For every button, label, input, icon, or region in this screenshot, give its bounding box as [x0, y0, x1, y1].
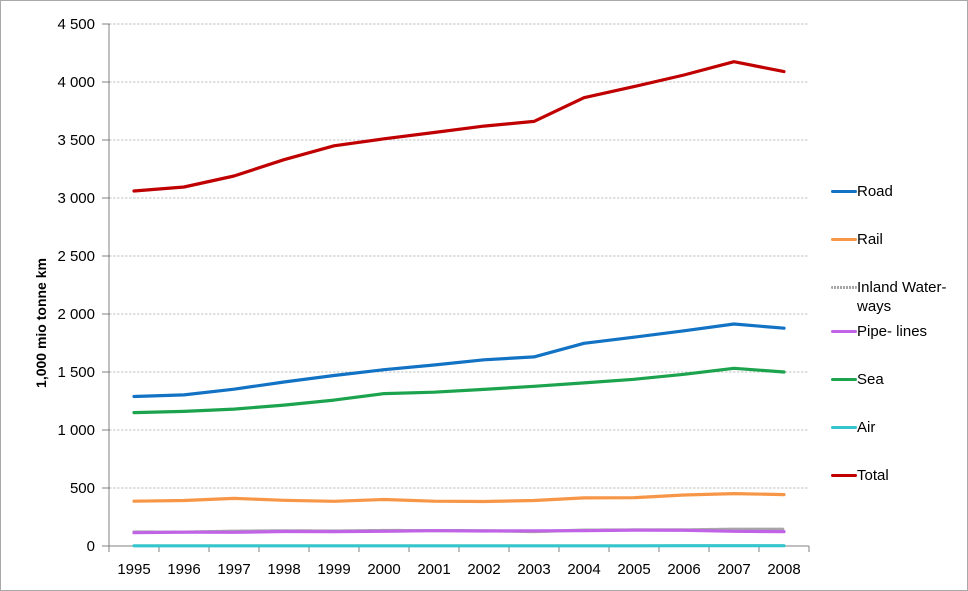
- legend-label: Air: [857, 419, 876, 436]
- legend-swatch-icon: [831, 426, 857, 429]
- x-tick-label: 1995: [117, 561, 150, 578]
- series-line-sea: [132, 366, 786, 415]
- legend-label: Sea: [857, 371, 884, 388]
- x-tick-label: 2005: [617, 561, 650, 578]
- series-line-road: [132, 322, 786, 399]
- legend-item-sea: Sea: [831, 370, 965, 389]
- y-tick-label: 1 500: [57, 364, 95, 381]
- x-tick-label: 2007: [717, 561, 750, 578]
- legend-label: Total: [857, 467, 889, 484]
- y-tick-label: 4 500: [57, 16, 95, 33]
- x-tick-label: 2006: [667, 561, 700, 578]
- x-tick-label: 1999: [317, 561, 350, 578]
- legend-swatch-icon: [831, 286, 857, 289]
- x-tick-label: 2004: [567, 561, 600, 578]
- y-tick-label: 0: [87, 538, 95, 555]
- x-tick-label: 2008: [767, 561, 800, 578]
- legend-swatch-icon: [831, 474, 857, 477]
- legend-label: Road: [857, 183, 893, 200]
- x-tick-label: 1996: [167, 561, 200, 578]
- legend-item-road: Road: [831, 182, 965, 201]
- y-tick-label: 2 000: [57, 306, 95, 323]
- y-tick-label: 3 500: [57, 132, 95, 149]
- legend: Road Rail Inland Water- ways Pipe- lines Sea…: [831, 182, 965, 514]
- legend-label: Pipe- lines: [857, 323, 928, 340]
- y-tick-label: 1 000: [57, 422, 95, 439]
- legend-item-air: Air: [831, 418, 965, 437]
- legend-swatch-icon: [831, 238, 857, 241]
- x-tick-label: 2001: [417, 561, 450, 578]
- x-tick-label: 1997: [217, 561, 250, 578]
- legend-item-total: Total: [831, 466, 965, 485]
- y-tick-label: 4 000: [57, 74, 95, 91]
- series-line-rail: [132, 492, 786, 504]
- series-line-total: [132, 60, 786, 193]
- series-line-pipe-lines: [132, 528, 786, 535]
- legend-swatch-icon: [831, 330, 857, 333]
- x-tick-label: 2002: [467, 561, 500, 578]
- legend-label: Inland Water- ways: [857, 279, 947, 315]
- x-tick-label: 1998: [267, 561, 300, 578]
- legend-swatch-icon: [831, 378, 857, 381]
- legend-swatch-icon: [831, 190, 857, 193]
- y-tick-label: 2 500: [57, 248, 95, 265]
- legend-label: Rail: [857, 231, 883, 248]
- x-tick-label: 2000: [367, 561, 400, 578]
- y-tick-label: 3 000: [57, 190, 95, 207]
- x-tick-label: 2003: [517, 561, 550, 578]
- legend-item-inland-water-ways: Inland Water- ways: [831, 278, 965, 316]
- legend-item-pipe-lines: Pipe- lines: [831, 322, 965, 341]
- y-tick-label: 500: [70, 480, 95, 497]
- legend-item-rail: Rail: [831, 230, 965, 249]
- y-axis-title: 1,000 mio tonne km: [33, 258, 49, 388]
